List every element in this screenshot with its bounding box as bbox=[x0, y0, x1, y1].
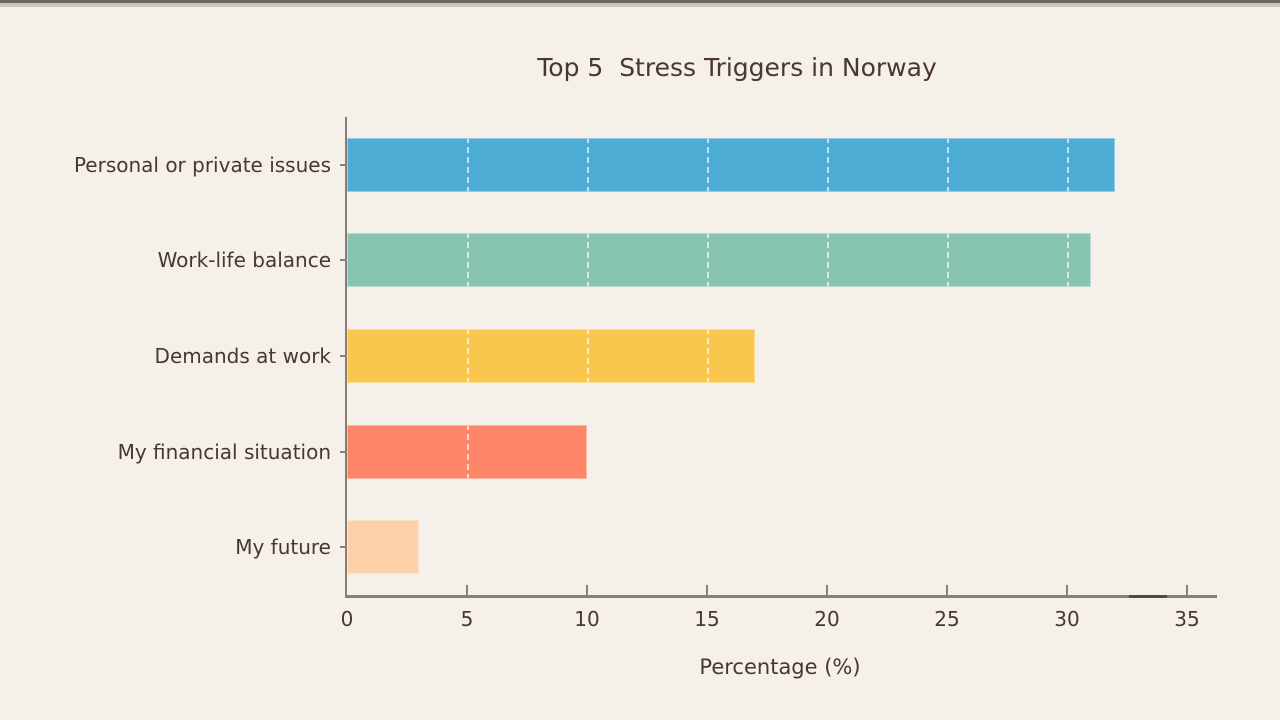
category-label-my-financial-situation: My financial situation bbox=[117, 439, 331, 464]
x-axis-tick-15 bbox=[706, 585, 708, 595]
y-axis-tick bbox=[340, 355, 346, 357]
y-axis-tick bbox=[340, 546, 346, 549]
gridline-15 bbox=[707, 234, 709, 287]
category-label-my-future: My future bbox=[235, 535, 331, 560]
bar-personal-or-private-issues bbox=[347, 137, 1115, 192]
x-axis-tick-10 bbox=[586, 585, 588, 595]
category-label-work-life-balance: Work-life balance bbox=[157, 248, 331, 273]
gridline-10 bbox=[587, 234, 589, 287]
bar-my-future bbox=[347, 520, 419, 575]
bar-my-financial-situation bbox=[347, 424, 587, 479]
gridline-20 bbox=[827, 234, 829, 287]
category-label-personal-or-private-issues: Personal or private issues bbox=[73, 152, 331, 177]
gridline-10 bbox=[587, 330, 589, 382]
x-tick-label-25: 25 bbox=[934, 607, 960, 631]
category-label-demands-at-work: Demands at work bbox=[154, 344, 331, 368]
window-top-border bbox=[0, 0, 1280, 3]
plot-area bbox=[340, 117, 1217, 598]
gridline-5 bbox=[467, 330, 469, 382]
bar-work-life-balance bbox=[347, 233, 1091, 288]
x-tick-label-10: 10 bbox=[574, 607, 600, 631]
x-tick-label-15: 15 bbox=[694, 607, 720, 631]
gridline-5 bbox=[467, 425, 469, 478]
gridline-25 bbox=[947, 138, 949, 191]
y-axis-tick bbox=[340, 163, 346, 166]
gridline-15 bbox=[707, 138, 709, 191]
x-axis-tick-20 bbox=[826, 585, 828, 595]
x-tick-label-5: 5 bbox=[460, 607, 474, 631]
gridline-5 bbox=[467, 234, 469, 287]
x-tick-label-20: 20 bbox=[814, 607, 840, 631]
chart-title: Top 5 Stress Triggers in Norway bbox=[537, 53, 937, 82]
gridline-30 bbox=[1067, 138, 1069, 191]
gridline-25 bbox=[947, 234, 949, 287]
x-axis-tick-35 bbox=[1186, 585, 1188, 595]
x-axis-tick-30 bbox=[1066, 585, 1068, 595]
window-top-strip bbox=[0, 3, 1280, 7]
gridline-15 bbox=[707, 330, 709, 382]
x-axis-tick-25 bbox=[946, 585, 948, 595]
x-axis-tick-5 bbox=[466, 585, 468, 595]
gridline-30 bbox=[1067, 234, 1069, 287]
gridline-20 bbox=[827, 138, 829, 191]
bar-demands-at-work bbox=[347, 329, 755, 383]
y-axis-tick bbox=[340, 450, 346, 453]
x-axis-title: Percentage (%) bbox=[699, 655, 861, 679]
gridline-5 bbox=[467, 138, 469, 191]
gridline-10 bbox=[587, 138, 589, 191]
x-tick-label-0: 0 bbox=[340, 607, 354, 631]
x-tick-label-30: 30 bbox=[1054, 607, 1080, 631]
y-axis-tick bbox=[340, 259, 346, 262]
x-tick-label-35: 35 bbox=[1174, 607, 1200, 631]
axis-dark-dash bbox=[1129, 595, 1167, 598]
